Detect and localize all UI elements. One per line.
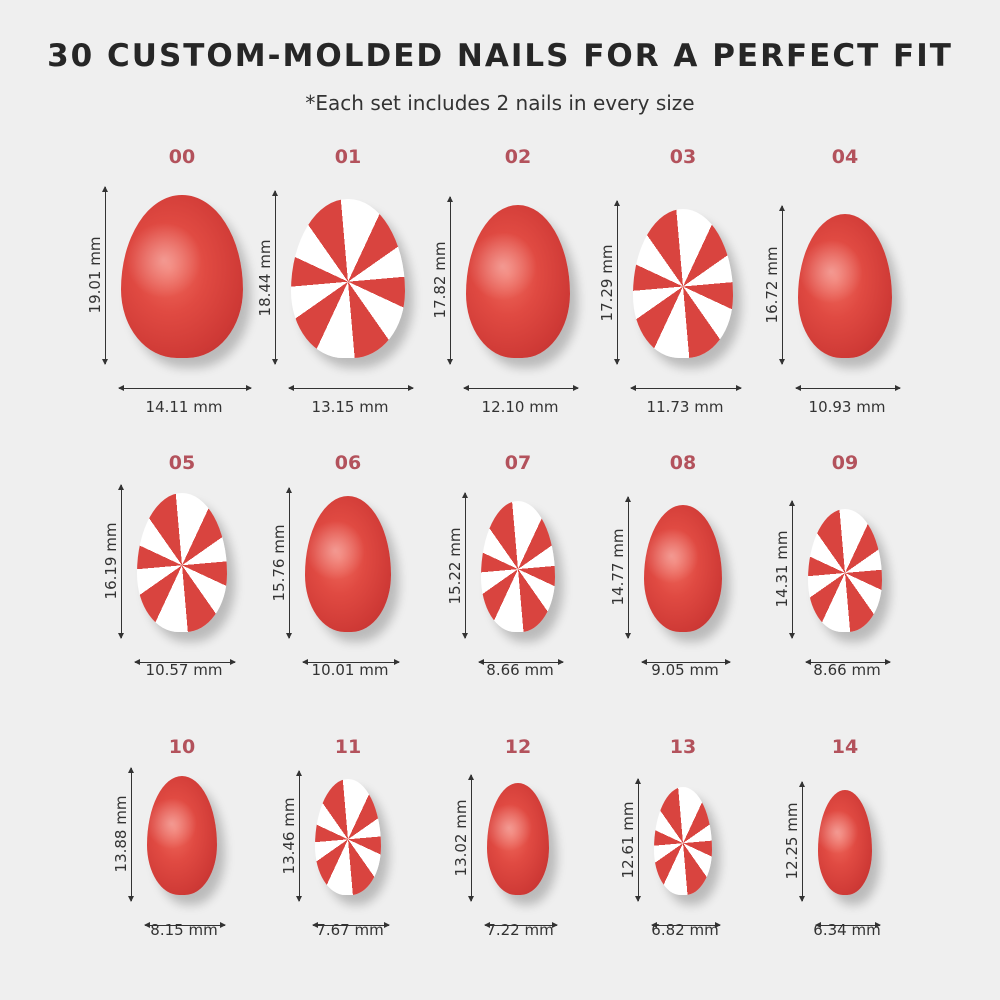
nail-height-label: 17.82 mm	[430, 241, 449, 319]
width-dimension-arrow	[795, 385, 901, 391]
height-dimension-arrow	[788, 499, 795, 640]
nail-size-label: 14	[831, 736, 859, 758]
nail-swirl-image	[136, 492, 228, 632]
width-dimension-arrow	[312, 922, 390, 928]
height-dimension-arrow	[798, 780, 805, 903]
nail-size-label: 03	[669, 146, 697, 168]
nail-height-label: 15.76 mm	[269, 524, 288, 602]
nail-width-label: 7.22 mm	[486, 921, 554, 939]
nail-glitter-image	[798, 214, 892, 358]
nail-size-label: 10	[168, 736, 196, 758]
nail-swirl-image	[480, 501, 556, 632]
page-subtitle: *Each set includes 2 nails in every size	[305, 91, 695, 115]
height-dimension-arrow	[634, 777, 641, 903]
nail-width-label: 10.57 mm	[145, 661, 223, 679]
nail-swirl-image	[632, 209, 734, 358]
nail-glitter-image	[465, 204, 571, 358]
nail-size-label: 11	[334, 736, 362, 758]
height-dimension-arrow	[102, 185, 109, 366]
nail-glitter-image	[121, 194, 243, 358]
width-dimension-arrow	[477, 659, 565, 665]
nail-width-label: 12.10 mm	[481, 398, 559, 416]
nail-height-label: 13.88 mm	[111, 795, 130, 873]
nail-height-label: 16.72 mm	[763, 246, 781, 324]
width-dimension-arrow	[118, 385, 253, 391]
width-dimension-arrow	[133, 659, 237, 665]
nail-size-label: 08	[669, 452, 697, 474]
width-dimension-arrow	[814, 922, 881, 928]
width-dimension-arrow	[301, 659, 401, 665]
nail-size-label: 02	[504, 146, 532, 168]
nail-height-label: 13.02 mm	[451, 799, 470, 877]
nail-size-label: 04	[831, 146, 859, 168]
height-dimension-arrow	[127, 766, 134, 903]
width-dimension-arrow	[462, 385, 580, 391]
nail-width-label: 7.67 mm	[316, 921, 384, 939]
nail-size-label: 06	[334, 452, 362, 474]
height-dimension-arrow	[296, 770, 303, 902]
nail-width-label: 6.82 mm	[651, 921, 719, 939]
nail-height-label: 17.29 mm	[597, 244, 616, 322]
nail-width-label: 8.15 mm	[150, 921, 218, 939]
nail-swirl-image	[291, 199, 405, 358]
width-dimension-arrow	[804, 659, 892, 665]
nail-size-label: 12	[504, 736, 532, 758]
height-dimension-arrow	[467, 774, 474, 902]
height-dimension-arrow	[613, 200, 620, 365]
nail-height-label: 14.77 mm	[609, 529, 628, 606]
height-dimension-arrow	[446, 195, 453, 366]
nail-glitter-image	[644, 504, 722, 632]
nail-width-label: 10.01 mm	[311, 661, 389, 679]
nail-size-label: 07	[504, 452, 532, 474]
nail-size-label: 00	[168, 146, 196, 168]
nail-width-label: 8.66 mm	[486, 661, 554, 679]
height-dimension-arrow	[461, 492, 468, 639]
page-title: 30 CUSTOM-MOLDED NAILS FOR A PERFECT FIT	[47, 38, 953, 74]
height-dimension-arrow	[285, 487, 292, 639]
nail-size-label: 13	[669, 736, 697, 758]
height-dimension-arrow	[625, 495, 632, 640]
nail-swirl-image	[807, 508, 883, 632]
nail-size-label: 05	[168, 452, 196, 474]
nail-width-label: 11.73 mm	[646, 398, 724, 416]
height-dimension-arrow	[117, 483, 124, 640]
nail-width-label: 13.15 mm	[311, 398, 389, 416]
width-dimension-arrow	[288, 385, 414, 391]
width-dimension-arrow	[629, 385, 743, 391]
nail-size-label: 09	[831, 452, 859, 474]
nail-size-label: 01	[334, 146, 362, 168]
height-dimension-arrow	[272, 190, 279, 365]
width-dimension-arrow	[483, 922, 559, 928]
nail-width-label: 14.11 mm	[145, 398, 223, 416]
nail-swirl-image	[315, 779, 381, 895]
nail-height-label: 12.61 mm	[618, 801, 637, 879]
width-dimension-arrow	[143, 922, 227, 928]
width-dimension-arrow	[641, 659, 731, 665]
nail-glitter-image	[486, 783, 550, 895]
nail-glitter-image	[817, 789, 873, 895]
nail-height-label: 13.46 mm	[280, 797, 299, 875]
nail-width-label: 9.05 mm	[651, 661, 719, 679]
nail-height-label: 14.31 mm	[772, 530, 791, 608]
nail-width-label: 10.93 mm	[808, 398, 886, 416]
width-dimension-arrow	[650, 922, 721, 928]
nail-swirl-image	[653, 786, 713, 895]
height-dimension-arrow	[779, 205, 785, 365]
nail-height-label: 18.44 mm	[256, 239, 275, 317]
nail-height-label: 16.19 mm	[101, 522, 120, 600]
nail-glitter-image	[304, 496, 392, 632]
nail-height-label: 19.01 mm	[86, 236, 105, 314]
nail-height-label: 12.25 mm	[782, 802, 801, 880]
nail-height-label: 15.22 mm	[445, 527, 464, 605]
nail-width-label: 6.34 mm	[813, 921, 881, 939]
nail-glitter-image	[146, 775, 218, 895]
nail-width-label: 8.66 mm	[813, 661, 881, 679]
